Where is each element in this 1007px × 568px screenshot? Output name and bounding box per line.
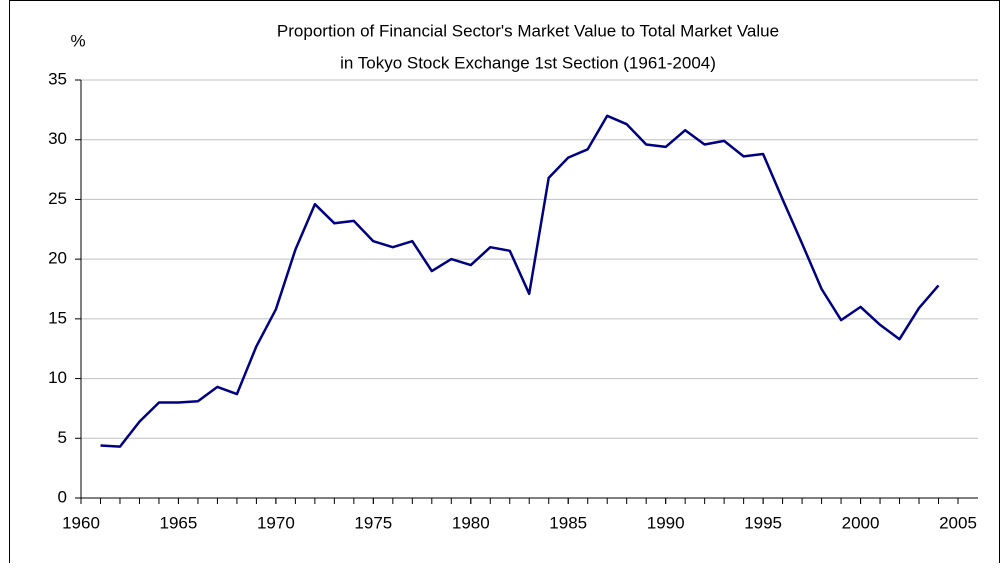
y-tick-label: 15 — [48, 308, 67, 327]
data-line — [100, 114, 940, 448]
chart-title: in Tokyo Stock Exchange 1st Section (196… — [340, 53, 716, 72]
x-tick-label: 1980 — [452, 513, 490, 532]
x-tick-label: 1990 — [647, 513, 685, 532]
x-tick-label: 1970 — [257, 513, 295, 532]
y-axis-label: % — [70, 31, 85, 50]
x-tick-label: 2000 — [842, 513, 880, 532]
y-tick-label: 20 — [48, 249, 67, 268]
x-tick-label: 1965 — [160, 513, 198, 532]
y-tick-label: 35 — [48, 69, 67, 88]
y-tick-label: 0 — [58, 487, 67, 506]
x-tick-label: 1985 — [549, 513, 587, 532]
y-tick-label: 30 — [48, 129, 67, 148]
y-tick-label: 10 — [48, 368, 67, 387]
y-tick-label: 5 — [58, 428, 67, 447]
x-tick-label: 1995 — [744, 513, 782, 532]
y-tick-label: 25 — [48, 189, 67, 208]
x-tick-label: 1960 — [62, 513, 100, 532]
x-tick-label: 1975 — [354, 513, 392, 532]
chart-frame — [9, 0, 1000, 568]
x-tick-label: 2005 — [939, 513, 977, 532]
chart-title: Proportion of Financial Sector's Market … — [277, 21, 779, 40]
